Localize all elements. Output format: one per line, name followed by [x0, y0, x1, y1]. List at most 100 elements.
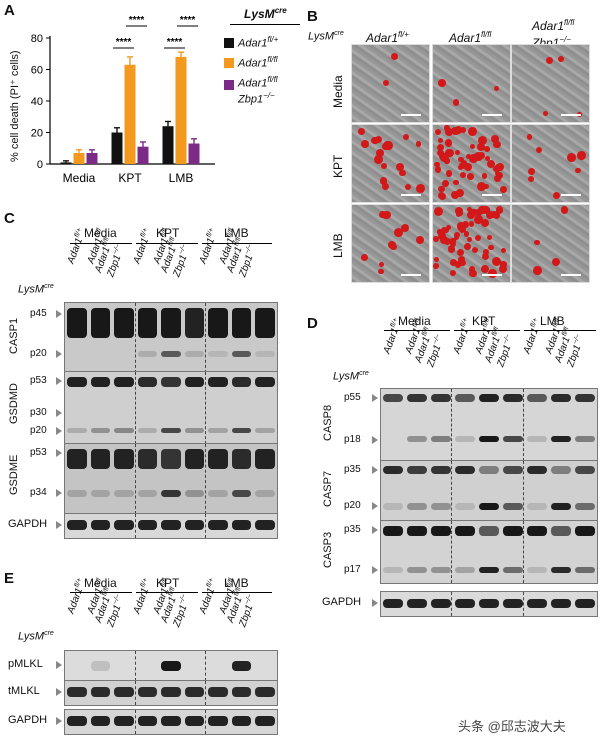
blot-band	[255, 687, 275, 697]
x-category-label: Media	[63, 171, 96, 185]
blot-protein-label: CASP3	[322, 531, 334, 568]
pi-positive-cell	[361, 140, 369, 149]
pi-positive-cell	[534, 239, 540, 246]
blot-band	[479, 394, 499, 402]
blot-band	[231, 661, 252, 671]
blot-band	[231, 490, 252, 497]
pi-positive-cell	[491, 135, 500, 144]
micrograph	[351, 44, 430, 123]
b-col-1: Adar1fl/+	[366, 30, 409, 45]
marker-arrow-icon	[372, 394, 378, 402]
blot-band	[455, 599, 475, 608]
marker-arrow-icon	[372, 502, 378, 510]
blot-band	[208, 428, 228, 433]
blot-band	[137, 520, 158, 530]
pi-positive-cell	[382, 143, 390, 151]
blot-band	[90, 687, 111, 697]
blot-band	[208, 308, 228, 338]
pi-positive-cell	[398, 169, 406, 177]
molecular-weight-marker: p45	[30, 308, 47, 319]
blot-band	[137, 377, 158, 387]
pi-positive-cell	[436, 144, 444, 152]
blot-band	[383, 503, 403, 510]
molecular-weight-marker: p53	[30, 375, 47, 386]
blot-band	[551, 394, 571, 402]
blot-band	[479, 503, 499, 510]
blot-band	[527, 526, 547, 536]
blot-band	[479, 436, 499, 442]
pi-positive-cell	[403, 134, 410, 141]
blot-band	[114, 428, 134, 433]
blot-band	[184, 520, 205, 530]
pi-positive-cell	[415, 141, 422, 147]
pi-positive-cell	[374, 155, 384, 165]
c-treatment-lmb: LMB	[224, 226, 249, 240]
blot-band	[114, 308, 134, 338]
c-group-line-media	[70, 243, 132, 244]
blot-band	[407, 526, 427, 536]
pi-positive-cell	[456, 248, 465, 256]
marker-arrow-icon	[56, 449, 62, 457]
pi-positive-cell	[382, 182, 390, 190]
blot-protein-label: GSDME	[8, 454, 20, 495]
b-col-2: Adar1fl/fl	[449, 30, 492, 45]
micrograph	[351, 124, 430, 203]
blot-band	[114, 520, 134, 530]
blot-band	[90, 449, 111, 469]
molecular-weight-marker: p17	[344, 564, 361, 575]
d-group-line-lmb	[524, 330, 596, 331]
lane-group-divider	[135, 444, 136, 514]
molecular-weight-marker: p20	[30, 348, 47, 359]
blot-band	[479, 526, 499, 536]
pi-positive-cell	[467, 207, 473, 213]
lane-group-divider	[451, 592, 452, 616]
pi-positive-cell	[527, 168, 535, 176]
blot-band	[255, 520, 275, 530]
blot-gsdme	[64, 443, 278, 515]
significance-label: ****	[116, 37, 132, 48]
lane-group-divider	[135, 710, 136, 734]
pi-positive-cell	[460, 160, 467, 167]
pi-positive-cell	[468, 266, 476, 274]
blot-band	[161, 377, 181, 387]
blot-band	[527, 567, 547, 573]
lane-group-divider	[205, 444, 206, 514]
pi-positive-cell	[400, 224, 409, 233]
pi-positive-cell	[567, 153, 577, 163]
panel-label-b: B	[307, 8, 318, 25]
blot-band	[208, 520, 228, 530]
blot-band	[67, 308, 87, 338]
pi-positive-cell	[493, 174, 501, 182]
pi-positive-cell	[450, 258, 458, 266]
bar	[188, 143, 200, 164]
blot-band	[551, 599, 571, 608]
micrograph	[511, 44, 590, 123]
c-lysm-label: LysMcre	[18, 283, 54, 296]
blot-band	[184, 687, 205, 697]
pi-positive-cell	[451, 190, 460, 199]
blot-band	[161, 661, 181, 671]
blot-band	[431, 599, 451, 608]
blot-gapdh	[380, 591, 598, 617]
pi-positive-cell	[434, 162, 440, 168]
d-treatment-kpt: KPT	[472, 314, 496, 328]
panel-label-d: D	[307, 315, 318, 332]
pi-positive-cell	[444, 125, 450, 131]
pi-positive-cell	[468, 221, 475, 227]
blot-band	[114, 716, 134, 726]
blot-protein-label: pMLKL	[8, 658, 43, 670]
pi-positive-cell	[433, 263, 439, 269]
pi-positive-cell	[458, 157, 464, 163]
pi-positive-cell	[388, 241, 397, 250]
blot-band	[137, 687, 158, 697]
lane-group-divider	[135, 651, 136, 681]
blot-band	[67, 449, 87, 469]
pi-positive-cell	[475, 234, 482, 241]
y-tick-label: 20	[31, 128, 43, 140]
pi-positive-cell	[470, 144, 476, 150]
pi-positive-cell	[447, 245, 456, 253]
pi-positive-cell	[404, 184, 411, 191]
legend-header: LysMcre	[244, 6, 287, 21]
blot-band	[90, 428, 111, 433]
pi-positive-cell	[461, 220, 469, 228]
